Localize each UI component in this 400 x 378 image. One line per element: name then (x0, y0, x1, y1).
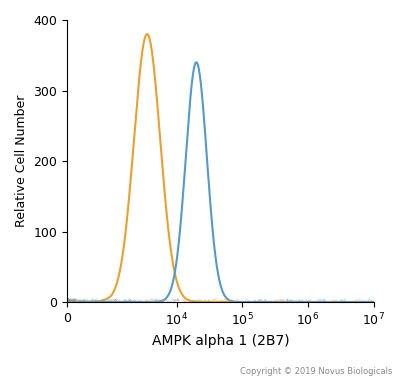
Text: Copyright © 2019 Novus Biologicals: Copyright © 2019 Novus Biologicals (240, 367, 392, 376)
X-axis label: AMPK alpha 1 (2B7): AMPK alpha 1 (2B7) (152, 334, 289, 348)
Y-axis label: Relative Cell Number: Relative Cell Number (15, 95, 28, 227)
